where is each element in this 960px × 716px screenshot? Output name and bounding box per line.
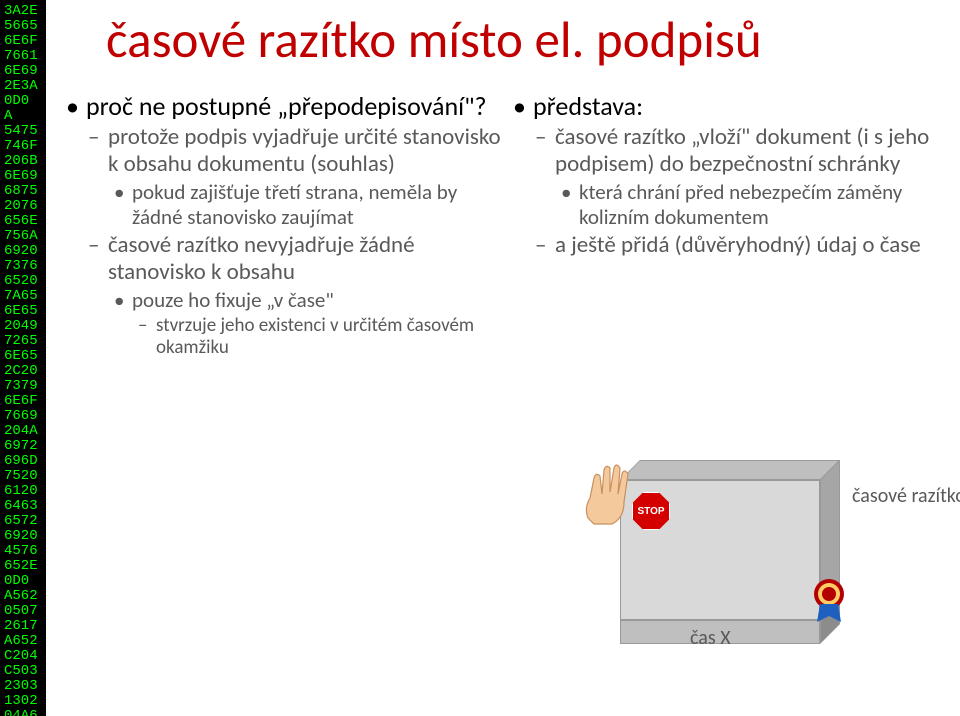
slide-title: časové razítko místo el. podpisů xyxy=(106,8,762,71)
bullet-l3: která chrání před nebezpečím záměny koli… xyxy=(505,180,952,230)
bullet-l4: stvrzuje jeho existenci v určitém časové… xyxy=(58,315,505,360)
seal-icon xyxy=(808,576,850,628)
bullet-l1: představa: xyxy=(505,90,952,122)
bullet-l2: časové razítko nevyjadřuje žádné stanovi… xyxy=(58,232,505,286)
hand-icon xyxy=(578,458,638,538)
hex-sidebar: 3A2E 5665 6E6F 7661 6E69 2E3A 0D0 A 5475… xyxy=(0,0,46,716)
box-top-face xyxy=(620,460,840,480)
right-column: představa: časové razítko „vloží" dokume… xyxy=(505,90,952,362)
bullet-l2: časové razítko „vloží" dokument (i s jeh… xyxy=(505,124,952,178)
bullet-l3: pokud zajišťuje třetí strana, neměla by … xyxy=(58,180,505,230)
bullet-l2: protože podpis vyjadřuje určité stanovis… xyxy=(58,124,505,178)
bullet-l3: pouze ho fixuje „v čase" xyxy=(58,288,505,313)
bullet-l1: proč ne postupné „přepodepisování"? xyxy=(58,90,505,122)
safe-diagram: STOP čas X časové razítko xyxy=(560,388,920,668)
bullet-l2: a ještě přidá (důvěryhodný) údaj o čase xyxy=(505,232,952,259)
stop-sign-icon: STOP xyxy=(632,492,670,530)
time-x-label: čas X xyxy=(690,626,731,650)
left-column: proč ne postupné „přepodepisování"? prot… xyxy=(58,90,505,362)
timestamp-label: časové razítko xyxy=(852,484,960,508)
stop-label: STOP xyxy=(637,506,664,517)
